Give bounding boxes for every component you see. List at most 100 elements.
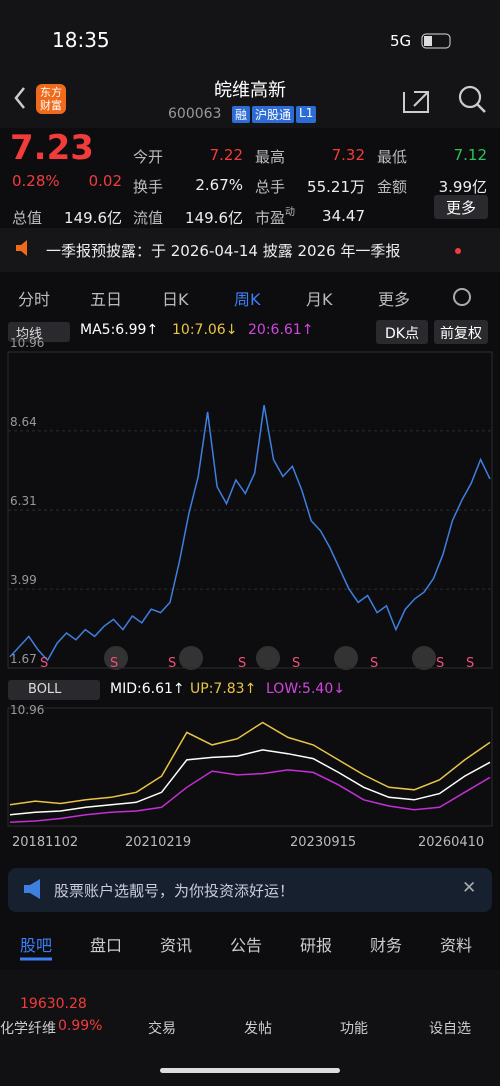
field-value: 2.67% bbox=[195, 176, 243, 194]
bottom-tab[interactable]: 财务 bbox=[370, 936, 403, 955]
sell-mark: S bbox=[110, 656, 119, 671]
price: 7.23 bbox=[10, 128, 94, 168]
price-line bbox=[9, 749, 491, 816]
badges: 融沪股通 L1 bbox=[232, 106, 317, 123]
field-label: 最高 bbox=[255, 148, 286, 166]
field-label: 总值 bbox=[12, 209, 43, 227]
price-line bbox=[9, 769, 491, 824]
logo-bg bbox=[36, 84, 66, 114]
field-label: 金额 bbox=[377, 178, 408, 196]
boll-mid: MID:6.61↑ bbox=[110, 681, 185, 697]
nav-item[interactable]: 交易 bbox=[148, 1021, 176, 1037]
tab[interactable]: 更多 bbox=[378, 290, 411, 309]
change-pct: 0.28% bbox=[12, 172, 60, 190]
battery bbox=[421, 33, 451, 49]
index-value: 19630.28 bbox=[20, 996, 87, 1012]
clock: 18:35 bbox=[52, 28, 110, 52]
field-label: 市盈 bbox=[255, 209, 286, 227]
sell-mark: S bbox=[40, 656, 49, 671]
ma10: 10:7.06↓ bbox=[172, 322, 238, 338]
date-label: 20181102 bbox=[12, 835, 78, 850]
ma-select[interactable]: 均线 bbox=[16, 327, 43, 342]
field-label: 换手 bbox=[133, 178, 164, 196]
ad-close[interactable]: ✕ bbox=[462, 878, 477, 898]
bottom-tab[interactable]: 公告 bbox=[230, 936, 263, 955]
boll-up: UP:7.83↑ bbox=[190, 681, 257, 697]
tab[interactable]: 分时 bbox=[18, 290, 51, 309]
battery-level bbox=[424, 36, 432, 46]
nav-item[interactable]: 设自选 bbox=[429, 1021, 471, 1037]
chart-buttons[interactable] bbox=[104, 646, 436, 670]
field-value: 34.47 bbox=[322, 207, 365, 225]
ad-text[interactable]: 股票账户选靓号，为你投资添好运！ bbox=[54, 882, 295, 900]
bottom-tab[interactable]: 研报 bbox=[300, 936, 333, 955]
bottom-tab[interactable]: 盘口 bbox=[90, 936, 123, 955]
back-icon[interactable] bbox=[14, 87, 25, 109]
bottom-tab[interactable]: 股吧 bbox=[20, 936, 53, 955]
sell-mark: S bbox=[292, 656, 301, 671]
bottom-tab[interactable]: 资讯 bbox=[160, 936, 193, 955]
sell-mark: S bbox=[436, 656, 445, 671]
badge: L1 bbox=[296, 106, 317, 123]
field-value: 7.32 bbox=[331, 146, 365, 164]
dk-button[interactable]: DK点 bbox=[385, 326, 419, 342]
ma20: 20:6.61↑ bbox=[248, 322, 314, 338]
boll-select-bg[interactable] bbox=[8, 680, 100, 700]
fq-bg[interactable] bbox=[434, 320, 488, 344]
field-label: 流值 bbox=[133, 209, 164, 227]
y-tick-label: 6.31 bbox=[10, 494, 37, 508]
price-line bbox=[9, 404, 491, 662]
tab[interactable]: 日K bbox=[162, 290, 189, 309]
notice[interactable]: 一季报预披露：于 2026-04-14 披露 2026 年一季报 bbox=[46, 242, 401, 260]
tab[interactable]: 月K bbox=[306, 290, 333, 309]
tab[interactable]: 周K bbox=[234, 290, 261, 309]
sector: 化学纤维 bbox=[0, 1021, 56, 1037]
y-tick-label: 3.99 bbox=[10, 573, 37, 587]
y-tick-label: 10.96 bbox=[10, 336, 44, 350]
boll-select[interactable]: BOLL bbox=[28, 682, 62, 697]
notice-bg bbox=[0, 228, 500, 272]
nav-item[interactable]: 功能 bbox=[340, 1021, 368, 1037]
sell-mark: S bbox=[238, 656, 247, 671]
date-label: 20260410 bbox=[418, 835, 484, 850]
fq-button[interactable]: 前复权 bbox=[440, 326, 482, 342]
field-value: 7.12 bbox=[453, 146, 487, 164]
notice-dot bbox=[455, 248, 461, 254]
boll-low: LOW:5.40↓ bbox=[266, 681, 345, 697]
badge: 融 bbox=[232, 106, 251, 123]
badge: 沪股通 bbox=[252, 106, 295, 123]
ma5: MA5:6.99↑ bbox=[80, 322, 159, 338]
footer-bg bbox=[0, 970, 500, 1086]
network: 5G bbox=[390, 32, 412, 50]
field-label: 最低 bbox=[377, 148, 408, 166]
field-sup: 动 bbox=[285, 207, 295, 218]
search-icon[interactable] bbox=[476, 103, 486, 113]
tab[interactable]: 五日 bbox=[90, 290, 123, 309]
share-icon[interactable] bbox=[403, 91, 429, 113]
field-value: 7.22 bbox=[209, 146, 243, 164]
change: 0.02 bbox=[88, 172, 122, 190]
more-button-bg[interactable] bbox=[434, 195, 488, 219]
dk-bg[interactable] bbox=[376, 320, 428, 344]
field-value: 149.6亿 bbox=[64, 209, 122, 227]
field-value: 149.6亿 bbox=[185, 209, 243, 227]
sector-pct: 0.99% bbox=[58, 1018, 103, 1034]
bottom-tab[interactable]: 资料 bbox=[440, 936, 473, 955]
y-tick-label: 10.96 bbox=[10, 703, 44, 717]
y-tick-label: 8.64 bbox=[10, 415, 37, 429]
sell-mark: S bbox=[370, 656, 379, 671]
price-line bbox=[9, 721, 491, 806]
y-tick-label: 1.67 bbox=[10, 652, 37, 666]
notice-icon bbox=[16, 240, 27, 256]
more-button[interactable]: 更多 bbox=[445, 199, 476, 217]
settings-icon[interactable] bbox=[453, 288, 471, 306]
stock-name: 皖维高新 bbox=[214, 80, 286, 101]
ma-select-bg[interactable] bbox=[8, 322, 70, 342]
ad-bg bbox=[8, 868, 492, 912]
search-icon[interactable] bbox=[458, 85, 482, 109]
nav-item[interactable]: 发帖 bbox=[244, 1021, 272, 1037]
ad-icon bbox=[24, 879, 40, 899]
field-value: 55.21万 bbox=[307, 178, 365, 196]
